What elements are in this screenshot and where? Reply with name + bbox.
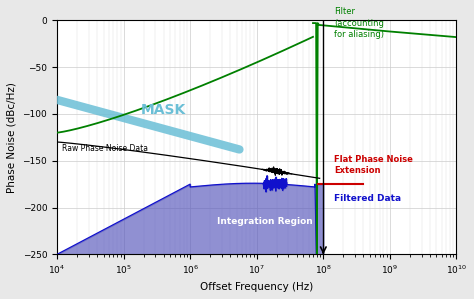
Text: Flat Phase Noise
Extension: Flat Phase Noise Extension	[334, 155, 413, 175]
Text: Integration Region: Integration Region	[217, 217, 312, 226]
Text: MASK: MASK	[141, 103, 186, 117]
Text: Filter
(accounting
for aliasing): Filter (accounting for aliasing)	[334, 7, 384, 39]
Y-axis label: Phase Noise (dBc/Hz): Phase Noise (dBc/Hz)	[7, 82, 17, 193]
X-axis label: Offset Frequency (Hz): Offset Frequency (Hz)	[200, 282, 313, 292]
Text: Raw Phase Noise Data: Raw Phase Noise Data	[62, 144, 148, 153]
Text: Filtered Data: Filtered Data	[334, 194, 401, 203]
